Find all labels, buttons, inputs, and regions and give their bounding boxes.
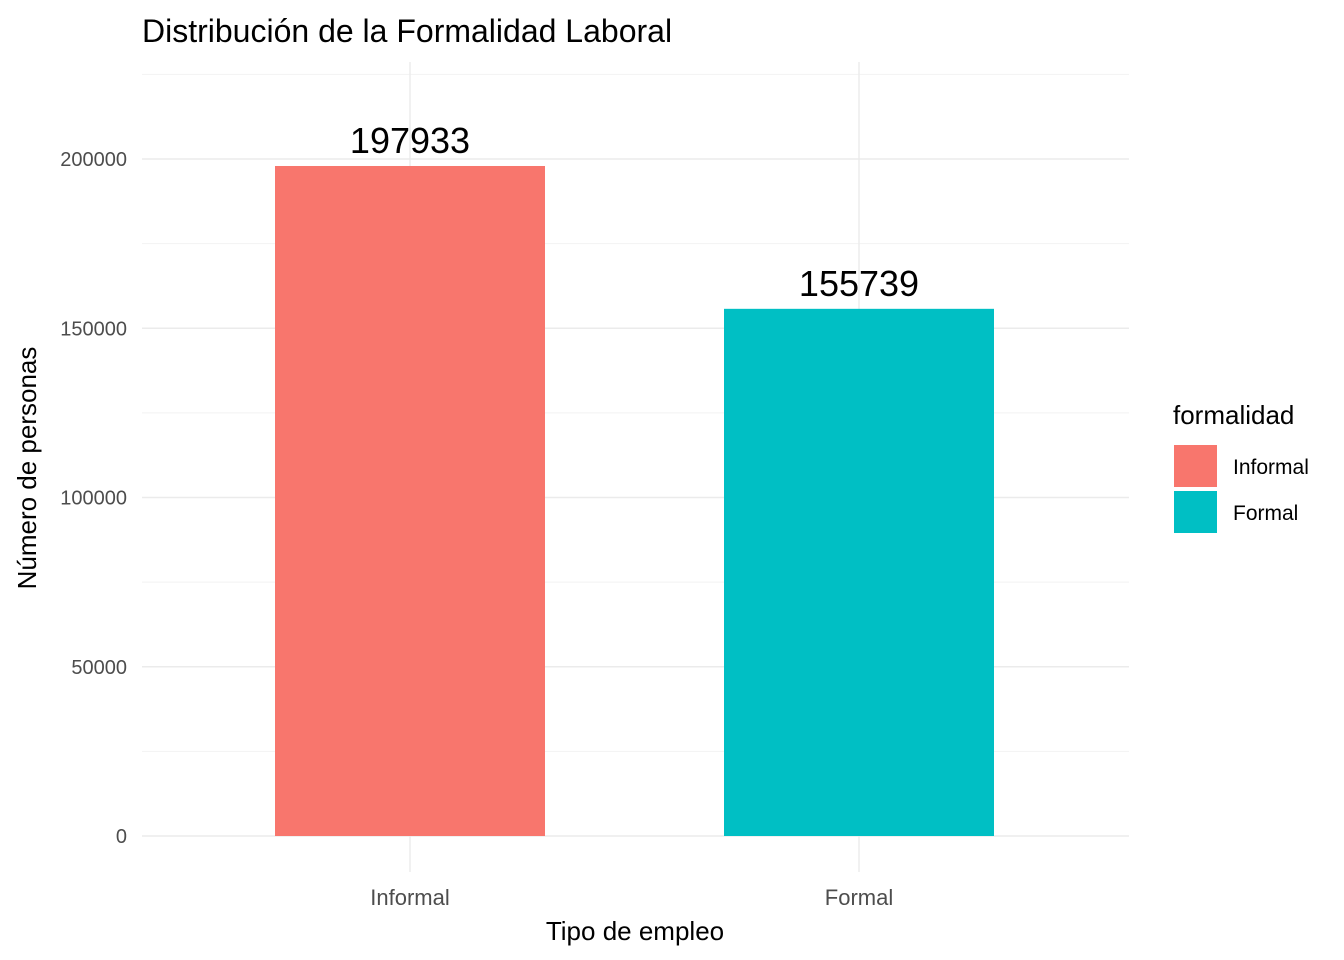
y-axis-title: Número de personas [12, 347, 42, 590]
y-tick-labels: 0 50000 100000 150000 200000 [60, 149, 127, 848]
bar-formal [724, 308, 994, 836]
x-tick-label: Formal [825, 885, 893, 910]
x-axis-title: Tipo de empleo [546, 916, 724, 946]
bar-informal [275, 165, 545, 836]
bars: 197933 155739 [275, 120, 994, 836]
y-tick-label: 150000 [60, 318, 127, 340]
chart-title: Distribución de la Formalidad Laboral [142, 13, 672, 49]
legend-label: Formal [1233, 502, 1298, 525]
y-tick-label: 50000 [71, 657, 127, 679]
data-label: 155739 [799, 263, 919, 304]
y-tick-label: 100000 [60, 488, 127, 510]
y-tick-label: 0 [116, 826, 127, 848]
x-tick-labels: Informal Formal [370, 885, 893, 910]
data-label: 197933 [350, 120, 470, 161]
legend: formalidad Informal Formal [1173, 400, 1309, 533]
legend-swatch [1174, 491, 1217, 533]
legend-title: formalidad [1173, 400, 1294, 430]
x-tick-label: Informal [370, 885, 449, 910]
legend-swatch [1174, 445, 1217, 487]
legend-label: Informal [1233, 456, 1309, 479]
y-tick-label: 200000 [60, 149, 127, 171]
